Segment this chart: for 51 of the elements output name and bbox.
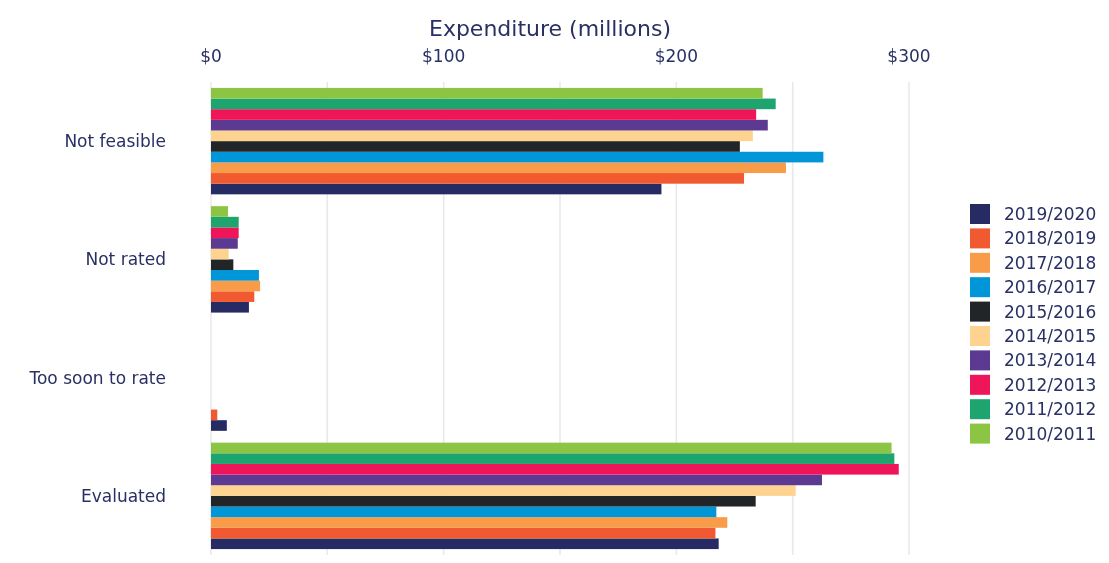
bar xyxy=(211,109,757,120)
x-tick-label: $300 xyxy=(887,46,931,66)
bar xyxy=(211,291,255,302)
bar xyxy=(211,409,218,421)
x-tick-label: $200 xyxy=(654,46,698,66)
legend-label: 2010/2011 xyxy=(1004,423,1097,444)
legend-label: 2015/2016 xyxy=(1004,301,1097,322)
bar xyxy=(211,420,227,431)
bar xyxy=(211,98,776,110)
bar xyxy=(211,206,228,217)
bar xyxy=(211,162,786,174)
bar xyxy=(211,463,899,475)
y-tick-label: Not rated xyxy=(85,249,166,270)
legend-label: 2017/2018 xyxy=(1004,252,1097,273)
bar xyxy=(211,227,239,239)
bar xyxy=(211,453,895,464)
x-axis-title: Expenditure (millions) xyxy=(428,16,672,41)
legend-label: 2018/2019 xyxy=(1004,228,1097,249)
bar xyxy=(211,495,756,507)
bar xyxy=(211,119,768,131)
x-tick-label: $100 xyxy=(422,46,466,66)
bar xyxy=(211,442,892,454)
bar xyxy=(211,538,719,550)
legend-label: 2019/2020 xyxy=(1004,203,1097,224)
bar xyxy=(211,248,229,260)
y-tick-label: Too soon to rate xyxy=(28,367,166,388)
bar xyxy=(211,183,662,195)
legend-label: 2011/2012 xyxy=(1004,399,1097,420)
bar xyxy=(211,141,740,152)
bar xyxy=(211,238,238,249)
bar xyxy=(211,130,753,142)
x-tick-label: $0 xyxy=(200,46,222,66)
bar xyxy=(211,280,261,292)
bar xyxy=(211,173,745,184)
bar xyxy=(211,87,763,99)
bar xyxy=(211,474,822,486)
bar xyxy=(211,506,717,518)
y-tick-label: Evaluated xyxy=(80,485,166,506)
bar xyxy=(211,259,234,271)
bar xyxy=(211,216,239,228)
legend-label: 2013/2014 xyxy=(1004,350,1097,371)
bar xyxy=(211,485,796,496)
bar xyxy=(211,270,259,281)
legend-label: 2014/2015 xyxy=(1004,325,1097,346)
bar xyxy=(211,527,716,539)
bar xyxy=(211,301,249,313)
y-tick-label: Not feasible xyxy=(64,131,166,152)
bar xyxy=(211,151,824,163)
legend-label: 2016/2017 xyxy=(1004,277,1097,298)
legend-label: 2012/2013 xyxy=(1004,374,1097,395)
bar xyxy=(211,517,728,528)
